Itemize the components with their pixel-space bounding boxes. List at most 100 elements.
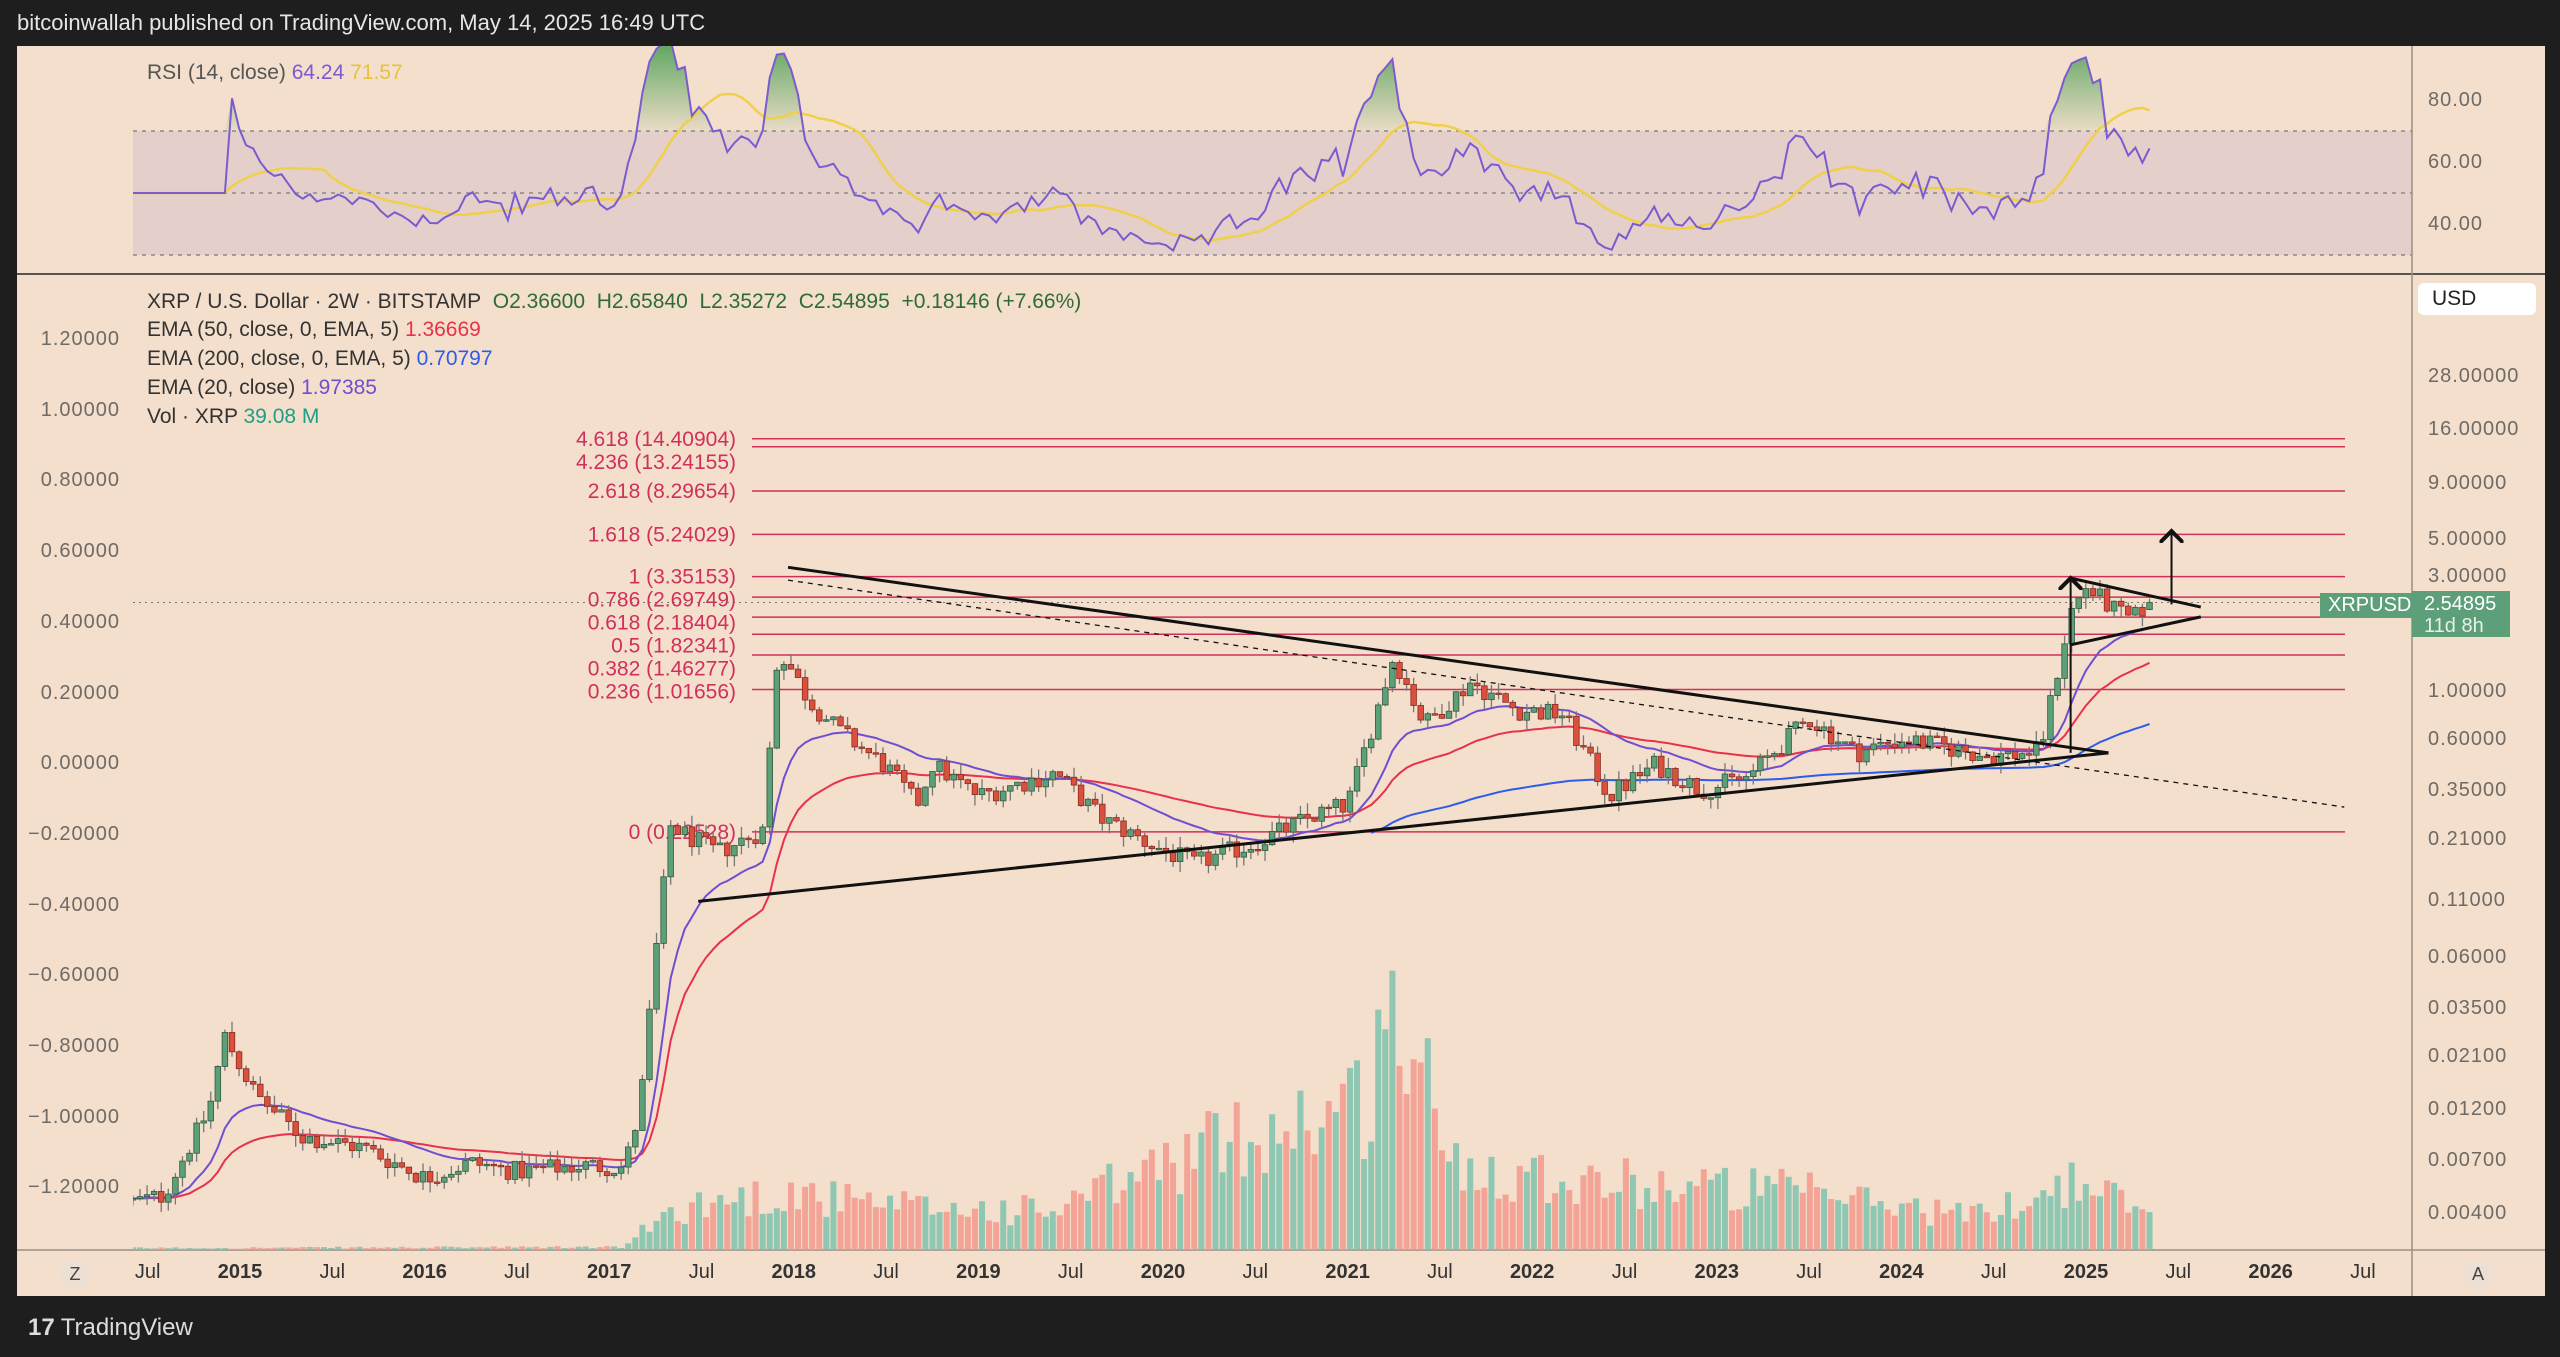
volume-bar xyxy=(2132,1206,2139,1250)
volume-bar xyxy=(1042,1216,1049,1250)
candle xyxy=(1934,735,1941,738)
candle xyxy=(2132,606,2139,616)
candle xyxy=(1962,744,1969,753)
volume-bar xyxy=(1729,1210,1736,1250)
candle xyxy=(1530,707,1538,713)
volume-bar xyxy=(2082,1184,2089,1250)
ema50-legend[interactable]: EMA (50, close, 0, EMA, 5) 1.36669 xyxy=(147,318,481,342)
currency-button[interactable]: USD xyxy=(2418,283,2536,315)
volume-bar xyxy=(363,1248,370,1250)
volume-bar xyxy=(342,1248,349,1250)
volume-bar xyxy=(1276,1143,1283,1250)
candle xyxy=(1948,743,1955,757)
volume-bar xyxy=(2111,1182,2118,1250)
tradingview-logo[interactable]: 17 TradingView xyxy=(28,1314,193,1342)
volume-bar xyxy=(2004,1192,2011,1250)
candle xyxy=(1375,704,1382,740)
volume-bar xyxy=(1962,1221,1969,1250)
volume-bar xyxy=(971,1208,978,1250)
price-axis-tick: 0.01200 xyxy=(2428,1098,2508,1121)
candle xyxy=(2018,753,2026,759)
volume-bar xyxy=(356,1246,363,1250)
candle xyxy=(1728,773,1736,778)
volume-bar xyxy=(865,1192,872,1250)
candle xyxy=(228,1032,236,1053)
ema200-legend[interactable]: EMA (200, close, 0, EMA, 5) 0.70797 xyxy=(147,347,493,371)
ema20-legend[interactable]: EMA (20, close) 1.97385 xyxy=(147,376,377,400)
volume-bar xyxy=(2125,1212,2132,1250)
volume-bar xyxy=(1453,1143,1460,1250)
volume-bar xyxy=(738,1187,745,1250)
volume-bar xyxy=(943,1211,950,1250)
volume-bar xyxy=(1537,1155,1544,1250)
volume-bar xyxy=(674,1220,681,1250)
candle xyxy=(207,1100,214,1122)
volume-bar xyxy=(759,1213,766,1250)
candle xyxy=(1148,845,1156,850)
volume-bar xyxy=(1410,1059,1417,1250)
volume-bar xyxy=(1750,1168,1757,1250)
drawings[interactable] xyxy=(698,531,2345,903)
candle xyxy=(2103,588,2111,612)
candle xyxy=(1205,851,1212,866)
auto-scale-button[interactable]: A xyxy=(2463,1259,2493,1289)
volume-bar xyxy=(2104,1180,2111,1250)
candle xyxy=(561,1166,568,1173)
volume-bar xyxy=(137,1247,144,1250)
volume-bar xyxy=(313,1247,320,1250)
volume-bar xyxy=(1842,1203,1849,1250)
volume-bar xyxy=(1502,1194,1509,1250)
candle xyxy=(490,1163,497,1167)
candle xyxy=(165,1193,172,1203)
volume-bar xyxy=(1969,1205,1976,1250)
candle xyxy=(971,783,979,796)
candle xyxy=(469,1157,476,1161)
candle xyxy=(250,1081,257,1085)
volume-bar xyxy=(144,1248,151,1250)
candle xyxy=(1049,771,1056,781)
volume-bar xyxy=(228,1248,235,1250)
volume-legend[interactable]: Vol · XRP 39.08 M xyxy=(147,405,319,429)
candle xyxy=(688,826,696,848)
candle xyxy=(1382,687,1389,706)
volume-bar xyxy=(151,1248,158,1250)
candle xyxy=(1926,735,1934,749)
candle xyxy=(214,1066,222,1102)
candle xyxy=(419,1171,427,1183)
symbol-name[interactable]: XRP / U.S. Dollar · 2W · BITSTAMP xyxy=(147,290,482,313)
volume-bar xyxy=(299,1247,306,1250)
candle xyxy=(1735,776,1743,781)
candle xyxy=(1297,813,1304,819)
candle xyxy=(349,1141,356,1152)
candle xyxy=(1254,849,1262,852)
volume-bar xyxy=(405,1247,412,1250)
volume-bar xyxy=(639,1224,646,1250)
candle xyxy=(816,709,823,722)
candle xyxy=(575,1168,582,1173)
candle xyxy=(370,1144,377,1150)
volume-bar xyxy=(2012,1218,2019,1250)
volume-bar xyxy=(1566,1190,1573,1250)
candle xyxy=(186,1152,193,1162)
time-axis-tick: Jul xyxy=(1796,1261,1822,1283)
publish-header: bitcoinwallah published on TradingView.c… xyxy=(17,10,706,35)
candle xyxy=(1438,713,1446,719)
volume-bar xyxy=(292,1247,299,1250)
volume-bar xyxy=(377,1247,384,1250)
volume-bar xyxy=(632,1237,639,1250)
volume-bar xyxy=(2118,1189,2125,1250)
volume-bar xyxy=(1254,1145,1261,1250)
candle xyxy=(136,1196,144,1199)
price-tag-symbol: XRPUSD xyxy=(2320,593,2412,618)
volume-bar xyxy=(384,1247,391,1250)
left-axis-button[interactable]: Z xyxy=(60,1259,90,1289)
candle xyxy=(950,774,957,781)
volume-bar xyxy=(133,1247,136,1250)
volume-bar xyxy=(1141,1159,1148,1250)
volume-bar xyxy=(1438,1150,1445,1250)
candle xyxy=(1643,767,1651,777)
candle xyxy=(292,1121,299,1136)
volume-bar xyxy=(1155,1180,1162,1250)
candle xyxy=(1785,728,1792,755)
